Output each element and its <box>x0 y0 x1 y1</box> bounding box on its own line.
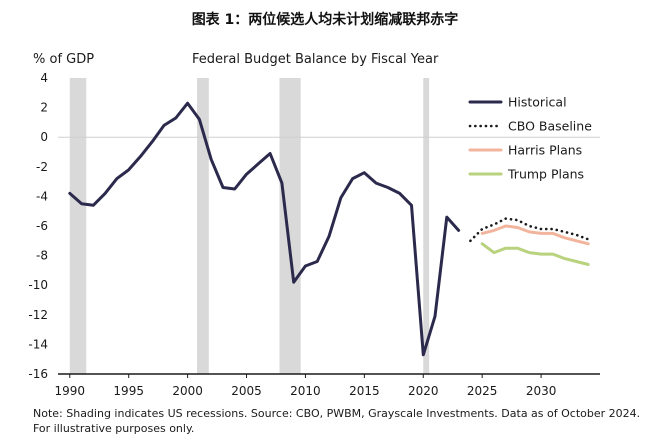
y-tick-label: -2 <box>36 160 48 174</box>
y-tick-label: -14 <box>28 337 48 351</box>
x-tick-label: 2025 <box>467 384 498 398</box>
axes: 4 2 0 -2 -4 -6 -8 -10 -12 -14 -16 1990 1995 2000 2005 2… <box>28 71 600 398</box>
x-tick-label: 2020 <box>408 384 439 398</box>
y-tick-label: 2 <box>40 101 48 115</box>
legend: Historical CBO Baseline Harris Plans Trump … <box>468 95 592 182</box>
series-lines <box>68 101 590 357</box>
legend-label-cbo-baseline: CBO Baseline <box>508 119 592 134</box>
chart-title: Federal Budget Balance by Fiscal Year <box>192 52 439 67</box>
y-tick-label: 0 <box>40 130 48 144</box>
y-tick-label: -4 <box>36 189 48 203</box>
x-tick-label: 2030 <box>526 384 557 398</box>
x-tick-label: 1995 <box>113 384 144 398</box>
figure-title: 图表 1：两位候选人均未计划缩减联邦赤字 <box>191 12 459 28</box>
series-line-harris-plans <box>480 224 590 246</box>
footnote: Note: Shading indicates US recessions. S… <box>33 407 641 435</box>
legend-label-harris-plans: Harris Plans <box>508 143 582 158</box>
x-tick-label: 2015 <box>349 384 380 398</box>
y-tick-label: -6 <box>36 219 48 233</box>
x-tick-label: 2000 <box>172 384 203 398</box>
recession-band-2 <box>197 78 209 374</box>
series-line-trump-plans <box>480 242 590 266</box>
legend-label-historical: Historical <box>508 95 567 110</box>
series-line-historical <box>68 101 461 357</box>
x-tick-label: 2005 <box>231 384 262 398</box>
y-tick-label: -12 <box>28 308 48 322</box>
y-axis-label: % of GDP <box>33 52 95 67</box>
x-tick-label: 1990 <box>55 384 86 398</box>
recession-band-3 <box>279 78 301 374</box>
budget-balance-chart: 4 2 0 -2 -4 -6 -8 -10 -12 -14 -16 1990 1995 2000 2005 2… <box>28 71 600 398</box>
y-tick-label: -10 <box>28 278 48 292</box>
legend-label-trump-plans: Trump Plans <box>507 167 584 182</box>
y-tick-label: -8 <box>36 249 48 263</box>
series-line-cbo-baseline <box>469 217 590 243</box>
y-tick-label: 4 <box>40 71 48 85</box>
recession-shading <box>69 78 430 374</box>
y-tick-label: -16 <box>28 367 48 381</box>
x-tick-label: 2010 <box>290 384 321 398</box>
recession-band-4 <box>423 78 430 374</box>
recession-band-1 <box>69 78 87 374</box>
